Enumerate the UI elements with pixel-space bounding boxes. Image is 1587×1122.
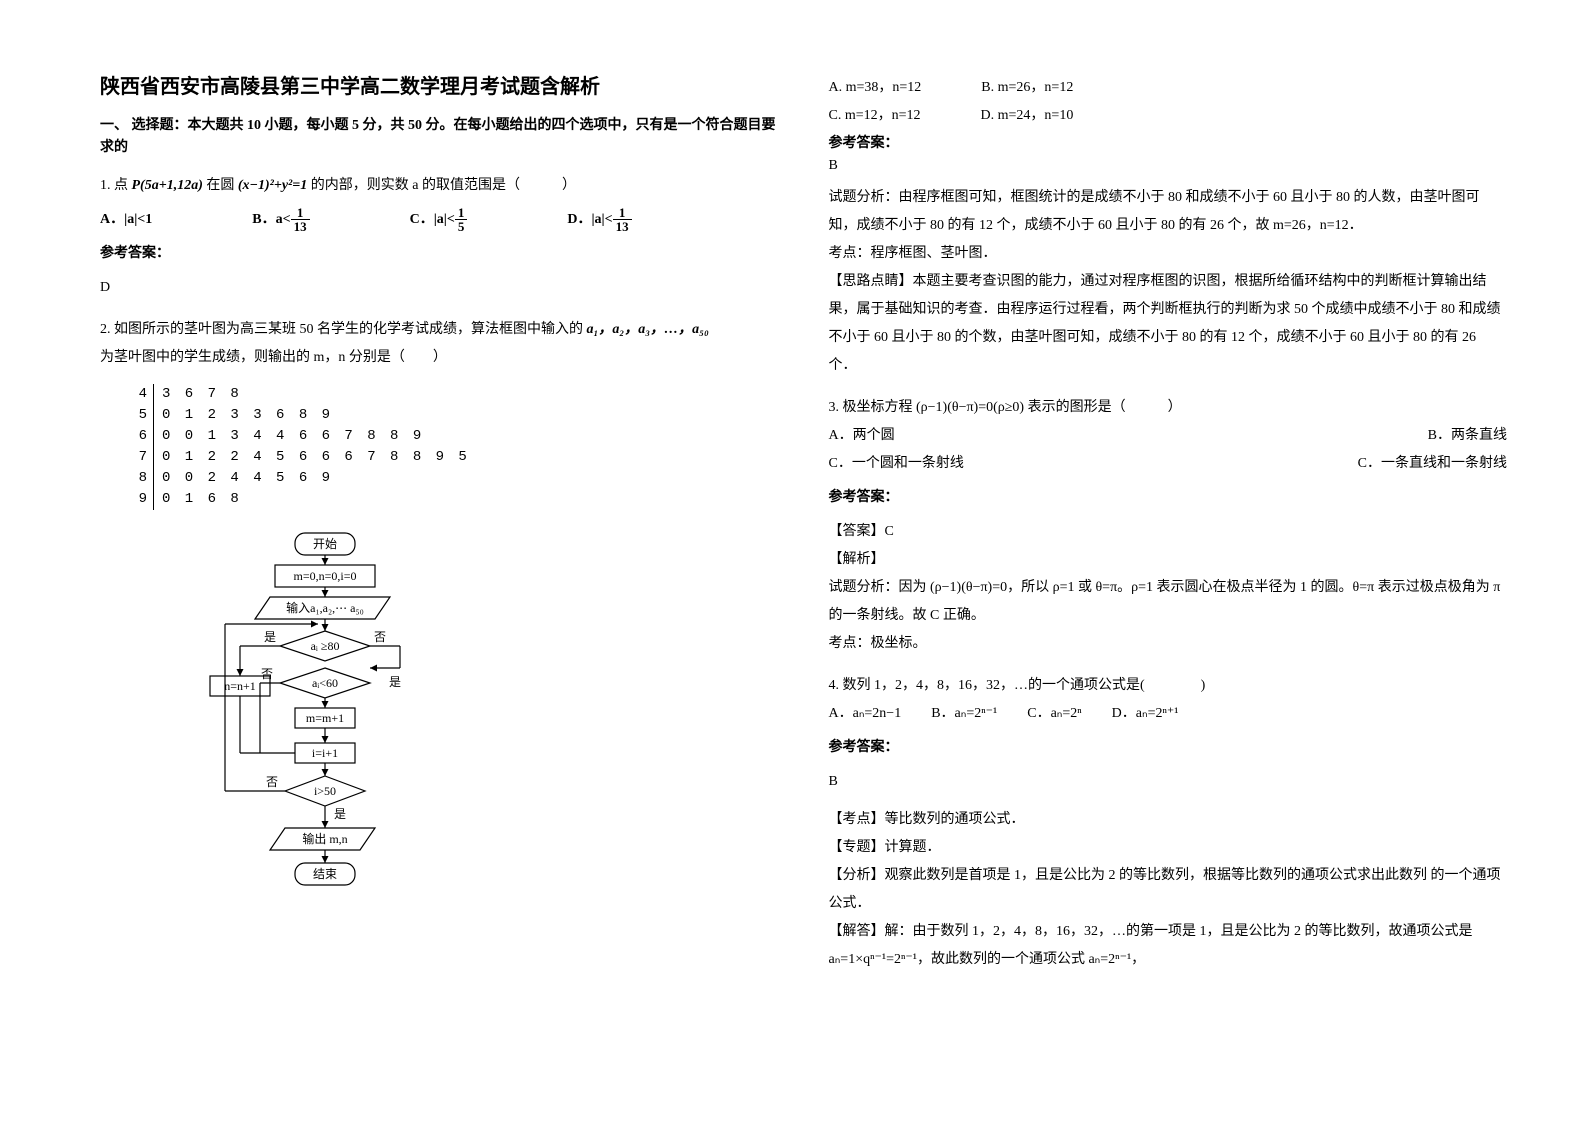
q1-opt-d: D．|a|<113 bbox=[567, 206, 631, 234]
q3-opt-b: B．两条直线 bbox=[1428, 422, 1507, 450]
q3-ans-label: 参考答案： bbox=[829, 484, 1508, 512]
svg-text:是: 是 bbox=[389, 675, 401, 689]
q1-opt-b: B．a<113 bbox=[252, 206, 309, 234]
flow-end: 结束 bbox=[313, 867, 337, 881]
q2-expl-2: 【思路点睛】本题主要考查识图的能力，通过对程序框图的识图，根据所给循环结构中的判… bbox=[829, 268, 1508, 380]
q1-opt-a: A．|a|<1 bbox=[100, 206, 152, 234]
q2-stem: 2. 如图所示的茎叶图为高三某班 50 名学生的化学考试成绩，算法框图中输入的 bbox=[100, 322, 583, 337]
q4-kp: 【考点】等比数列的通项公式． bbox=[829, 806, 1508, 834]
flow-minc: m=m+1 bbox=[306, 711, 344, 725]
flow-output: 输出 m,n bbox=[302, 831, 347, 846]
q1-ans-label: 参考答案： bbox=[100, 240, 779, 268]
svg-text:否: 否 bbox=[374, 630, 386, 644]
q3-kp: 考点：极坐标。 bbox=[829, 630, 1508, 658]
table-row: 43 6 7 8 bbox=[130, 384, 779, 405]
q2-vars: a₁，a₂，a₃，…，a₅₀ bbox=[587, 322, 709, 337]
q3-opt-c: C．一个圆和一条射线 bbox=[829, 450, 964, 478]
q1-stem-a: 1. 点 bbox=[100, 178, 128, 193]
question-3: 3. 极坐标方程 (ρ−1)(θ−π)=0(ρ≥0) 表示的图形是（ ） A．两… bbox=[829, 394, 1508, 658]
q2-opt-b: B. m=26，n=12 bbox=[981, 76, 1073, 96]
q3-opt-d: C．一条直线和一条射线 bbox=[1358, 450, 1507, 478]
question-4: 4. 数列 1，2，4，8，16，32，…的一个通项公式是( ) A．aₙ=2n… bbox=[829, 672, 1508, 974]
flow-init: m=0,n=0,i=0 bbox=[294, 569, 357, 583]
svg-text:否: 否 bbox=[261, 667, 273, 681]
page-title: 陕西省西安市高陵县第三中学高二数学理月考试题含解析 bbox=[100, 70, 779, 99]
q2-kp: 考点：程序框图、茎叶图． bbox=[829, 240, 1508, 268]
q4-opt-c: C．aₙ=2ⁿ bbox=[1027, 700, 1081, 728]
section-heading: 一、 选择题：本大题共 10 小题，每小题 5 分，共 50 分。在每小题给出的… bbox=[100, 115, 779, 160]
q2-expl-1: 试题分析：由程序框图可知，框图统计的是成绩不小于 80 和成绩不小于 60 且小… bbox=[829, 184, 1508, 240]
question-2: 2. 如图所示的茎叶图为高三某班 50 名学生的化学考试成绩，算法框图中输入的 … bbox=[100, 316, 779, 939]
q3-stem: 3. 极坐标方程 (ρ−1)(θ−π)=0(ρ≥0) 表示的图形是（ ） bbox=[829, 394, 1508, 422]
q3-opt-a: A．两个圆 bbox=[829, 422, 895, 450]
q1-mid: 在圆 bbox=[206, 178, 234, 193]
flow-input: 输入a₁,a₂,⋯ a₅₀ bbox=[286, 600, 364, 615]
q4-zt: 【专题】计算题． bbox=[829, 834, 1508, 862]
q4-jd: 【解答】解：由于数列 1，2，4，8，16，32，…的第一项是 1，且是公比为 … bbox=[829, 918, 1508, 974]
q3-expl: 试题分析：因为 (ρ−1)(θ−π)=0，所以 ρ=1 或 θ=π。ρ=1 表示… bbox=[829, 574, 1508, 630]
q1-opt-c: C．|a|<15 bbox=[410, 206, 468, 234]
svg-text:是: 是 bbox=[334, 807, 346, 821]
q4-ans-label: 参考答案： bbox=[829, 734, 1508, 762]
q2-opt-d: D. m=24，n=10 bbox=[981, 104, 1074, 124]
q1-ans: D bbox=[100, 274, 779, 302]
flow-d2: aᵢ<60 bbox=[312, 676, 338, 690]
q3-expl-tag: 【解析】 bbox=[829, 546, 1508, 574]
q2-tail: 为茎叶图中的学生成绩，则输出的 m，n 分别是（ ） bbox=[100, 344, 779, 372]
q4-fx: 【分析】观察此数列是首项是 1，且是公比为 2 的等比数列，根据等比数列的通项公… bbox=[829, 862, 1508, 918]
stem-leaf-plot: 43 6 7 8 50 1 2 3 3 6 8 9 60 0 1 3 4 4 6… bbox=[130, 384, 779, 510]
q2-opt-c: C. m=12，n=12 bbox=[829, 104, 921, 124]
q4-opt-b: B．aₙ=2ⁿ⁻¹ bbox=[931, 700, 997, 728]
question-1: 1. 点 P(5a+1,12a) 在圆 (x−1)²+y²=1 的内部，则实数 … bbox=[100, 172, 779, 302]
flow-iinc: i=i+1 bbox=[312, 746, 338, 760]
table-row: 70 1 2 2 4 5 6 6 6 7 8 8 9 5 bbox=[130, 447, 779, 468]
q2-ans: B bbox=[829, 158, 1508, 174]
q2-opts-row1: A. m=38，n=12 B. m=26，n=12 bbox=[829, 76, 1508, 96]
svg-text:是: 是 bbox=[264, 630, 276, 644]
q2-ans-label: 参考答案： bbox=[829, 132, 1508, 152]
q4-stem: 4. 数列 1，2，4，8，16，32，…的一个通项公式是( ) bbox=[829, 672, 1508, 700]
flowchart: 开始 m=0,n=0,i=0 输入a₁,a₂,⋯ a₅₀ aᵢ ≥80 bbox=[200, 528, 779, 939]
table-row: 90 1 6 8 bbox=[130, 489, 779, 510]
q4-ans: B bbox=[829, 768, 1508, 796]
flow-ninc: n=n+1 bbox=[224, 679, 256, 693]
table-row: 60 0 1 3 4 4 6 6 7 8 8 9 bbox=[130, 426, 779, 447]
flow-start: 开始 bbox=[313, 537, 337, 551]
flow-d3: i>50 bbox=[314, 784, 336, 798]
q4-opt-a: A．aₙ=2n−1 bbox=[829, 700, 902, 728]
q1-point: P(5a+1,12a) bbox=[132, 178, 203, 193]
flow-d1: aᵢ ≥80 bbox=[311, 639, 340, 653]
q2-opt-a: A. m=38，n=12 bbox=[829, 76, 922, 96]
q3-ans-tag: 【答案】C bbox=[829, 518, 1508, 546]
table-row: 50 1 2 3 3 6 8 9 bbox=[130, 405, 779, 426]
q1-tail: 的内部，则实数 a 的取值范围是（ ） bbox=[311, 178, 576, 193]
q4-opt-d: D．aₙ=2ⁿ⁺¹ bbox=[1112, 700, 1179, 728]
svg-text:否: 否 bbox=[266, 775, 278, 789]
q2-opts-row2: C. m=12，n=12 D. m=24，n=10 bbox=[829, 104, 1508, 124]
table-row: 80 0 2 4 4 5 6 9 bbox=[130, 468, 779, 489]
q1-circle: (x−1)²+y²=1 bbox=[238, 178, 307, 193]
